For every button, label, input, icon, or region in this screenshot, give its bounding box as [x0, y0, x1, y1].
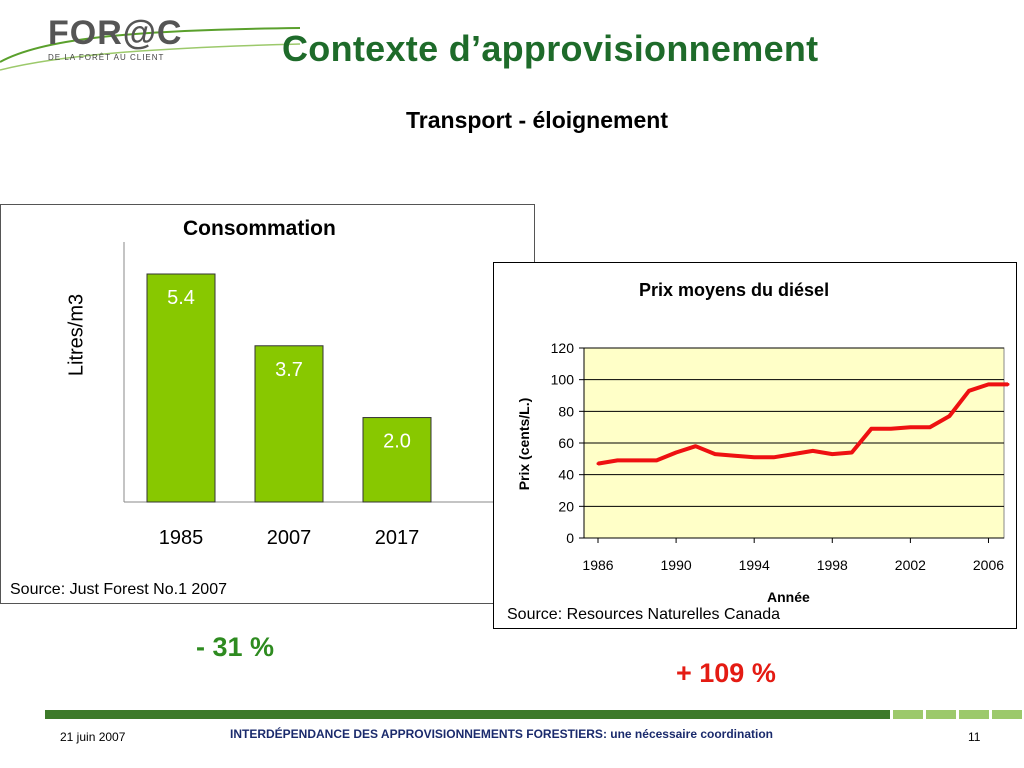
diesel-data-point	[694, 444, 698, 448]
diesel-y-tick-label: 80	[558, 403, 574, 419]
footer-divider	[45, 710, 1022, 719]
consumption-category-label: 2017	[375, 527, 420, 549]
diesel-data-point	[986, 382, 990, 386]
diesel-x-tick-label: 1994	[739, 557, 770, 573]
forac-logo: FOR@C DE LA FORÊT AU CLIENT	[0, 14, 300, 71]
diesel-data-point	[908, 425, 912, 429]
diesel-data-point	[889, 427, 893, 431]
diesel-data-point	[869, 427, 873, 431]
diesel-x-tick-label: 2006	[973, 557, 1004, 573]
diesel-x-tick-label: 2002	[895, 557, 926, 573]
diesel-data-point	[811, 449, 815, 453]
diesel-change-stat: + 109 %	[676, 658, 776, 688]
diesel-data-point	[596, 462, 600, 466]
consumption-chart-title: Consommation	[183, 217, 336, 240]
slide-title: Contexte d’approvisionnement	[282, 28, 819, 69]
diesel-data-point	[830, 452, 834, 456]
consumption-source: Source: Just Forest No.1 2007	[10, 581, 227, 598]
diesel-price-line	[597, 382, 1008, 466]
footer-date: 21 juin 2007	[60, 730, 126, 744]
diesel-x-tick-label: 1986	[582, 557, 613, 573]
diesel-y-tick-label: 40	[558, 467, 574, 483]
diesel-y-tick-label: 120	[551, 340, 575, 356]
diesel-x-tick-label: 1998	[817, 557, 848, 573]
diesel-source: Source: Resources Naturelles Canada	[507, 606, 781, 623]
diesel-y-tick-label: 20	[558, 498, 574, 514]
logo-text: FOR@C	[48, 14, 182, 52]
diesel-data-point	[1006, 382, 1010, 386]
diesel-x-axis-label: Année	[767, 589, 810, 605]
consumption-bar-value: 2.0	[383, 431, 411, 453]
diesel-data-point	[752, 455, 756, 459]
diesel-data-point	[850, 451, 854, 454]
consumption-bar-value: 3.7	[275, 359, 303, 381]
consumption-bar-value: 5.4	[167, 287, 195, 309]
diesel-x-tick-label: 1990	[661, 557, 692, 573]
logo-tagline: DE LA FORÊT AU CLIENT	[48, 53, 164, 62]
diesel-data-point	[772, 455, 776, 459]
consumption-category-label: 1985	[159, 527, 204, 549]
diesel-y-tick-label: 0	[566, 530, 574, 546]
diesel-data-point	[967, 389, 971, 393]
diesel-data-point	[616, 458, 620, 462]
diesel-data-point	[928, 425, 932, 429]
footer-text: INTERDÉPENDANCE DES APPROVISIONNEMENTS F…	[230, 727, 773, 741]
diesel-y-tick-label: 100	[551, 372, 575, 388]
diesel-chart-title: Prix moyens du diésel	[639, 280, 830, 300]
diesel-y-tick-label: 60	[558, 435, 574, 451]
consumption-bar	[362, 417, 432, 503]
diesel-data-point	[635, 458, 639, 462]
slide-subtitle: Transport - éloignement	[406, 107, 668, 133]
consumption-bar	[146, 273, 216, 503]
diesel-data-point	[713, 452, 717, 456]
consumption-category-label: 2007	[267, 527, 312, 549]
diesel-data-point	[733, 454, 737, 458]
consumption-change-stat: - 31 %	[196, 632, 275, 662]
diesel-data-point	[655, 458, 659, 462]
diesel-data-point	[791, 452, 795, 456]
page-number: 11	[968, 730, 981, 744]
diesel-data-point	[947, 414, 951, 418]
consumption-bar	[254, 345, 324, 503]
diesel-data-point	[674, 451, 678, 454]
